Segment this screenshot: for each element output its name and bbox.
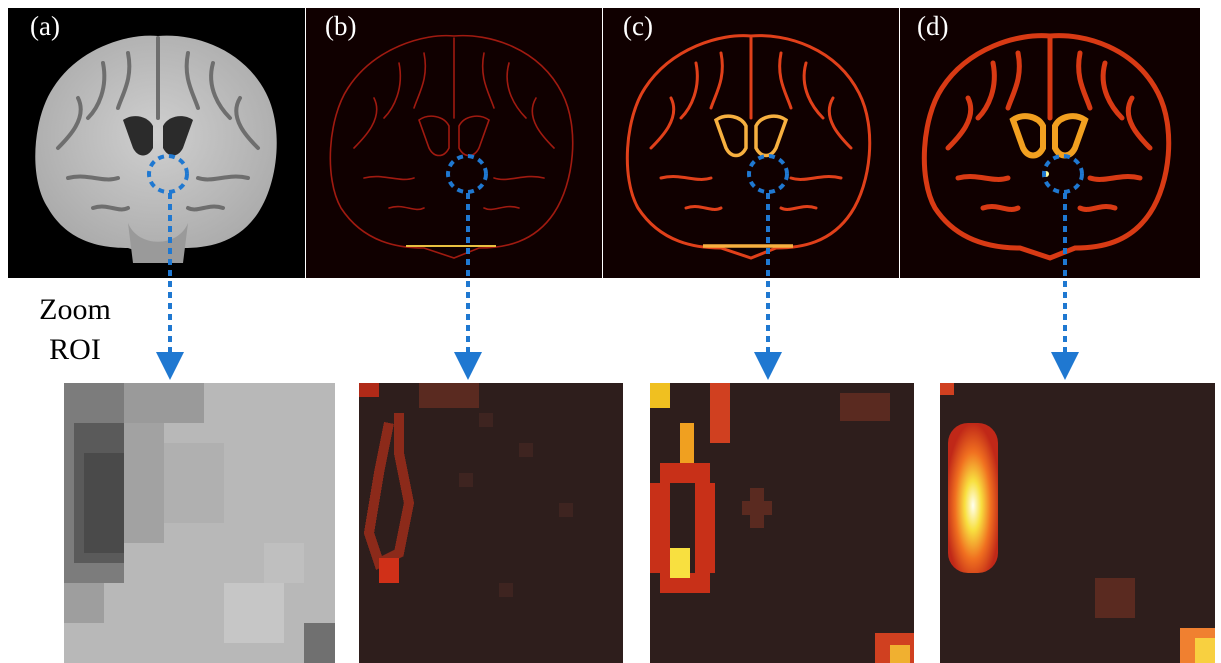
- zoom-d-map: [940, 383, 1215, 663]
- panel-d-map: [900, 8, 1200, 278]
- panel-a-brain-mri: [8, 8, 305, 278]
- roi-circle-a: [147, 154, 189, 194]
- arrow-head-b: [454, 352, 482, 380]
- panel-label-d: (d): [917, 11, 949, 41]
- arrow-head-c: [754, 352, 782, 380]
- panel-label-b: (b): [325, 11, 357, 41]
- zoom-c-map: [650, 383, 914, 663]
- arrow-head-d: [1051, 352, 1079, 380]
- panel-label-a: (a): [30, 11, 60, 41]
- zoom-roi-label-line2: ROI: [49, 333, 101, 366]
- roi-circle-b: [446, 154, 488, 194]
- zoom-b-map: [359, 383, 623, 663]
- roi-circle-d: [1042, 154, 1084, 194]
- panel-b-map: [306, 8, 602, 278]
- panel-c-map: [603, 8, 899, 278]
- zoom-roi-label-line1: Zoom: [39, 293, 111, 326]
- zoom-roi-label: Zoom ROI: [20, 290, 130, 370]
- zoom-a-grayscale: [64, 383, 335, 663]
- arrow-head-a: [156, 352, 184, 380]
- roi-circle-c: [747, 154, 789, 194]
- panel-label-c: (c): [623, 11, 653, 41]
